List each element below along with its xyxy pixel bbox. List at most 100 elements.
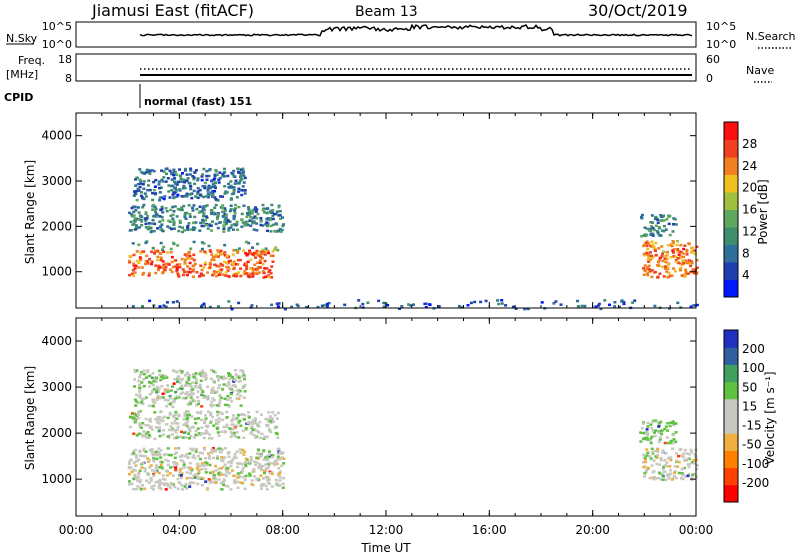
power-cell [167, 219, 171, 223]
velocity-cell [191, 388, 195, 391]
power-cell [316, 305, 320, 309]
velocity-cell [155, 464, 158, 467]
power-cell [275, 210, 279, 213]
power-cell [232, 192, 236, 195]
velocity-cell [240, 481, 244, 484]
power-cell [671, 240, 675, 243]
velocity-cell [145, 436, 149, 440]
velocity-cell [195, 378, 198, 381]
velocity-cell [160, 460, 164, 464]
power-cell [151, 218, 155, 222]
velocity-cell [254, 436, 258, 439]
power-cell [236, 263, 240, 266]
power-cell [148, 170, 152, 174]
velocity-cell [672, 433, 676, 437]
velocity-cell [177, 481, 181, 484]
power-cell [223, 207, 227, 210]
velocity-cell [270, 485, 274, 488]
velocity-cell [159, 448, 163, 452]
power-cell [248, 209, 252, 212]
velocity-cell [678, 448, 682, 451]
power-cell [657, 247, 661, 250]
power-cell [133, 191, 137, 195]
velocity-cell [159, 396, 163, 400]
power-cell [223, 167, 226, 171]
velocity-cell [194, 386, 198, 389]
power-cell [208, 266, 212, 269]
velocity-cell [280, 464, 284, 468]
power-cell [305, 305, 308, 309]
velocity-cell [265, 435, 269, 439]
velocity-cell [175, 436, 179, 439]
velocity-cell [133, 412, 137, 416]
velocity-cell [220, 430, 224, 433]
velocity-cell [210, 388, 214, 392]
velocity-cell [162, 477, 165, 481]
power-cell [231, 228, 235, 231]
velocity-cell [216, 455, 220, 458]
velocity-cell [237, 421, 241, 424]
power-cell [164, 262, 168, 266]
velocity-cell [200, 405, 204, 408]
velocity-cell [135, 456, 138, 459]
velocity-cell [138, 383, 142, 386]
power-cell [677, 253, 681, 256]
power-cell [205, 194, 209, 198]
velocity-cell [190, 476, 194, 480]
power-cell [221, 215, 225, 218]
velocity-cell [174, 468, 178, 472]
power-cell [247, 241, 251, 245]
power-cell [215, 264, 219, 268]
power-cell [690, 260, 694, 263]
velocity-cell [681, 455, 685, 458]
velocity-cell [242, 453, 246, 456]
velocity-cell [217, 379, 220, 382]
velocity-cell [692, 458, 696, 462]
power-cell [645, 240, 649, 243]
power-cell [152, 229, 156, 233]
power-cell [680, 263, 684, 266]
velocity-cell [202, 432, 206, 435]
power-cell [127, 259, 131, 263]
velocity-cell [202, 394, 206, 398]
power-cell [686, 272, 690, 275]
velocity-cell [151, 400, 155, 404]
velocity-cell [221, 418, 225, 422]
power-cell [653, 217, 657, 221]
velocity-cell [253, 475, 256, 478]
velocity-cell [138, 432, 142, 436]
velocity-cell [228, 471, 232, 475]
velocity-cell [132, 461, 136, 464]
power-cell [206, 192, 210, 195]
velocity-cell [158, 373, 162, 377]
velocity-cell [256, 429, 260, 433]
velocity-cell [267, 478, 271, 481]
velocity-cell [189, 402, 193, 405]
velocity-cell [225, 384, 229, 387]
velocity-cell [210, 448, 214, 451]
power-cell [144, 211, 148, 214]
velocity-cell [179, 476, 183, 480]
velocity-cell [259, 466, 263, 469]
velocity-cell [188, 437, 191, 440]
freq-label: Freq. [18, 54, 45, 67]
power-cell [215, 217, 219, 221]
power-cell [223, 185, 227, 188]
velocity-cell [138, 410, 142, 413]
power-colorbar-tick: 8 [742, 246, 750, 260]
power-cell [186, 265, 190, 268]
velocity-cell [681, 473, 684, 477]
velocity-cell [137, 472, 141, 475]
velocity-cell [249, 432, 253, 435]
velocity-cell [221, 465, 225, 469]
power-cell [203, 261, 207, 264]
velocity-cell [250, 425, 254, 428]
power-cell [194, 169, 198, 172]
x-tick-label: 00:00 [59, 523, 94, 537]
velocity-cell [200, 484, 204, 487]
velocity-cell [151, 372, 155, 375]
power-cell [261, 248, 265, 252]
power-cell [271, 214, 275, 217]
velocity-cell [131, 468, 135, 472]
power-cell [223, 254, 227, 257]
